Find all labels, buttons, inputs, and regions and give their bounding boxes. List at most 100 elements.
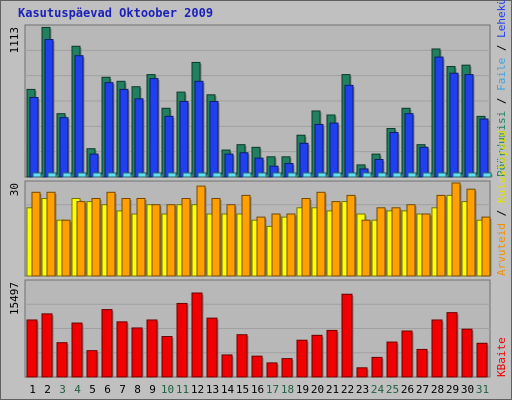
day-label-21: 21 (326, 383, 339, 396)
day-label-8: 8 (134, 383, 141, 396)
bar-visits-arvuteid-12 (196, 185, 206, 277)
bar-pages-faile-30 (467, 172, 477, 178)
bar-visits-arvuteid-4 (76, 201, 86, 277)
bar-visits-arvuteid-24 (376, 207, 386, 277)
bar-kbytes-kbaite-18 (281, 358, 293, 378)
bar-pages-lehekülgi-2 (44, 39, 54, 178)
bar-pages-faile-17 (272, 172, 282, 178)
side-legend-item: Pöördumisi (495, 111, 508, 177)
bar-pages-lehekülgi-7 (119, 88, 129, 178)
bar-pages-faile-16 (257, 172, 267, 178)
bar-kbytes-kbaite-21 (326, 329, 338, 378)
day-label-13: 13 (206, 383, 219, 396)
bar-visits-arvuteid-9 (151, 204, 161, 277)
bar-kbytes-kbaite-28 (431, 319, 443, 378)
bar-visits-arvuteid-25 (391, 207, 401, 277)
bar-kbytes-kbaite-5 (86, 350, 98, 378)
bar-visits-arvuteid-26 (406, 204, 416, 277)
bar-pages-lehekülgi-1 (29, 96, 39, 178)
side-legend-item: / (495, 38, 508, 58)
bar-pages-lehekülgi-4 (74, 55, 84, 178)
day-label-3: 3 (59, 383, 66, 396)
day-label-1: 1 (29, 383, 36, 396)
bar-kbytes-kbaite-30 (461, 328, 473, 378)
bar-visits-arvuteid-11 (181, 198, 191, 277)
side-legend-item: Faile (495, 58, 508, 91)
bar-pages-lehekülgi-21 (329, 122, 339, 178)
bar-pages-faile-6 (107, 172, 117, 178)
bar-kbytes-kbaite-2 (41, 313, 53, 378)
bar-kbytes-kbaite-6 (101, 309, 113, 378)
bar-pages-lehekülgi-31 (479, 118, 489, 178)
bar-visits-arvuteid-21 (331, 201, 341, 277)
day-label-18: 18 (281, 383, 294, 396)
bar-visits-arvuteid-27 (421, 213, 431, 277)
panels-layer: 1113 Pöördumisi / Faile / Lehekülgi / Kül… (8, 0, 508, 378)
day-label-7: 7 (119, 383, 126, 396)
bar-pages-faile-23 (362, 172, 372, 178)
panel-kbytes: 15497 KBaite (8, 279, 508, 378)
bar-kbytes-kbaite-10 (161, 336, 173, 378)
bar-kbytes-kbaite-15 (236, 334, 248, 378)
bar-visits-arvuteid-13 (211, 198, 221, 277)
bar-visits-arvuteid-20 (316, 191, 326, 277)
series-faile (32, 172, 493, 178)
bar-visits-arvuteid-8 (136, 198, 146, 277)
side-legend-item: Arvuteid (495, 223, 508, 276)
day-label-11: 11 (176, 383, 189, 396)
bar-pages-faile-4 (77, 172, 87, 178)
day-label-23: 23 (356, 383, 369, 396)
bar-kbytes-kbaite-23 (356, 367, 368, 378)
side-legend-item: Külastajaid (495, 130, 508, 203)
bar-kbytes-kbaite-4 (71, 322, 83, 378)
bar-pages-faile-1 (32, 172, 42, 178)
panel-kbytes-side-legend: KBaite (495, 337, 508, 377)
day-label-31: 31 (476, 383, 489, 396)
bar-visits-arvuteid-3 (61, 219, 71, 277)
bar-pages-faile-22 (347, 172, 357, 178)
bar-pages-faile-8 (137, 172, 147, 178)
bar-visits-arvuteid-19 (301, 198, 311, 277)
bar-visits-arvuteid-1 (31, 191, 41, 277)
bar-kbytes-kbaite-13 (206, 317, 218, 378)
chart-title: Kasutuspäevad Oktoober 2009 (18, 6, 213, 20)
day-label-15: 15 (236, 383, 249, 396)
bar-kbytes-kbaite-19 (296, 339, 308, 378)
bar-visits-arvuteid-28 (436, 194, 446, 277)
bar-visits-arvuteid-18 (286, 213, 296, 277)
bar-pages-faile-25 (392, 172, 402, 178)
day-label-20: 20 (311, 383, 324, 396)
day-label-25: 25 (386, 383, 399, 396)
bar-pages-lehekülgi-30 (464, 74, 474, 178)
side-legend-item: KBaite (495, 337, 508, 377)
bar-pages-faile-31 (482, 172, 492, 178)
day-label-27: 27 (416, 383, 429, 396)
bar-kbytes-kbaite-22 (341, 293, 353, 378)
bar-pages-faile-5 (92, 172, 102, 178)
side-legend-item: / (495, 203, 508, 223)
bar-pages-lehekülgi-12 (194, 80, 204, 178)
day-label-12: 12 (191, 383, 204, 396)
bar-visits-arvuteid-6 (106, 191, 116, 277)
bar-kbytes-kbaite-16 (251, 355, 263, 378)
day-label-6: 6 (104, 383, 111, 396)
bar-kbytes-kbaite-7 (116, 321, 128, 378)
panel-kbytes-axis-max-label: 15497 (8, 282, 21, 315)
bar-pages-faile-11 (182, 172, 192, 178)
bar-pages-lehekülgi-29 (449, 72, 459, 178)
panel-visits: 30 Arvuteid / Külastajaid (8, 130, 508, 277)
day-label-4: 4 (74, 383, 81, 396)
bar-pages-lehekülgi-28 (434, 56, 444, 178)
bar-pages-faile-10 (167, 172, 177, 178)
bar-pages-lehekülgi-25 (389, 132, 399, 178)
day-label-28: 28 (431, 383, 444, 396)
bar-pages-lehekülgi-20 (314, 123, 324, 178)
bar-kbytes-kbaite-11 (176, 302, 188, 378)
bar-pages-faile-19 (302, 172, 312, 178)
panel-pages-side-legend: Pöördumisi / Faile / Lehekülgi / Külasta… (495, 0, 508, 177)
bar-visits-arvuteid-7 (121, 198, 131, 277)
bar-kbytes-kbaite-24 (371, 356, 383, 378)
day-label-2: 2 (44, 383, 51, 396)
